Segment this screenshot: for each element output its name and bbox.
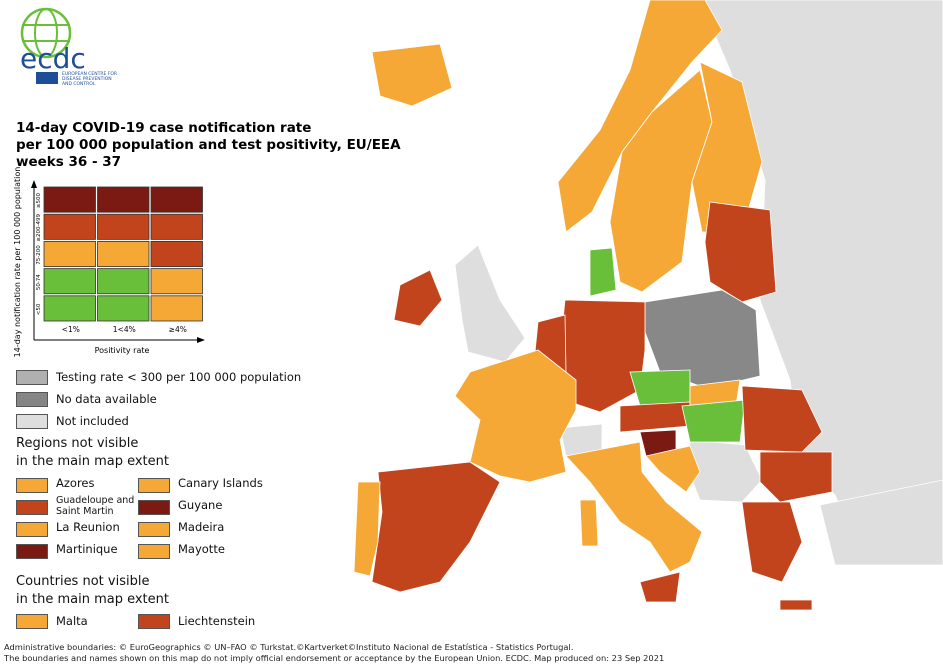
legend-swatch — [16, 614, 48, 629]
matrix-row-label: <50 — [36, 303, 42, 315]
matrix-cell — [97, 268, 150, 295]
section-title: Countries not visible — [16, 574, 150, 589]
matrix-cell — [97, 186, 150, 213]
matrix-legend: 14-day notification rate per 100 000 pop… — [13, 167, 205, 358]
eu-flag — [36, 72, 58, 84]
legend-label: Liechtenstein — [178, 614, 256, 628]
legend-label: No data available — [56, 392, 157, 406]
legend-label: Azores — [56, 476, 95, 490]
footer: The boundaries and names shown on this m… — [4, 653, 665, 663]
uk — [454, 244, 526, 363]
legend-swatch — [16, 414, 48, 429]
matrix-row-label: ≥500 — [36, 193, 42, 209]
matrix-cell — [97, 213, 150, 240]
legend-label: Testing rate < 300 per 100 000 populatio… — [56, 370, 302, 384]
legend-swatch — [16, 544, 48, 559]
legend-swatch — [16, 392, 48, 407]
matrix-cell — [150, 213, 203, 240]
matrix-cell — [150, 295, 203, 322]
legend-label: Not included — [56, 414, 129, 428]
matrix-row-label: ≥200-499 — [36, 214, 42, 242]
legend-swatch — [16, 478, 48, 493]
legend-swatch — [138, 478, 170, 493]
arrowhead — [197, 337, 205, 343]
matrix-cell — [150, 268, 203, 295]
sardinia — [579, 499, 599, 547]
denmark — [589, 247, 617, 297]
matrix-cell — [97, 295, 150, 322]
legend-swatch — [138, 500, 170, 515]
legend-label: La Reunion — [56, 520, 120, 534]
matrix-cell — [43, 268, 96, 295]
baltics — [704, 201, 777, 303]
section-title: in the main map extent — [16, 592, 169, 607]
matrix-row-label: 50-74 — [36, 274, 42, 290]
legend-label: Canary Islands — [178, 476, 263, 490]
matrix-cell — [43, 240, 96, 267]
logo-meridian — [34, 8, 58, 58]
title: weeks 36 - 37 — [16, 154, 122, 170]
logo-subtitle: DISEASE PREVENTION — [62, 76, 112, 82]
legend-label: Guyane — [178, 498, 223, 512]
austria — [619, 401, 691, 433]
croatia — [645, 445, 701, 493]
legend-label: Madeira — [178, 520, 225, 534]
legend-swatch — [138, 614, 170, 629]
matrix-col-label: <1% — [62, 325, 80, 334]
matrix-y-label: 14-day notification rate per 100 000 pop… — [13, 167, 22, 358]
crete — [779, 599, 813, 611]
title: 14-day COVID-19 case notification rate — [16, 120, 312, 136]
legend-label: Malta — [56, 614, 88, 628]
legend-swatch — [16, 370, 48, 385]
matrix-cell — [43, 295, 96, 322]
spain — [371, 461, 501, 593]
logo-subtitle: AND CONTROL — [62, 81, 96, 87]
logo-name: ecdc — [20, 42, 86, 75]
france — [454, 349, 577, 483]
matrix-col-label: 1<4% — [113, 325, 136, 334]
legend-label: Martinique — [56, 542, 118, 556]
matrix-cell — [43, 186, 96, 213]
logo-subtitle: EUROPEAN CENTRE FOR — [62, 71, 117, 77]
legend-label: Guadeloupe and Saint Martin — [56, 495, 135, 517]
norway — [557, 0, 723, 233]
arrowhead — [31, 180, 37, 188]
legend-swatch — [138, 522, 170, 537]
title: per 100 000 population and test positivi… — [16, 137, 401, 153]
bulgaria — [759, 451, 833, 503]
iceland — [371, 43, 453, 107]
ireland — [393, 269, 443, 327]
romania — [741, 385, 823, 453]
legend-label: Mayotte — [178, 542, 225, 556]
greece — [741, 501, 803, 583]
sweden — [609, 69, 713, 293]
italy — [565, 441, 703, 573]
matrix-x-label: Positivity rate — [95, 346, 150, 355]
logo: ecdc EUROPEAN CENTRE FOR DISEASE PREVENT… — [20, 7, 117, 87]
portugal — [353, 481, 381, 577]
matrix-cell — [150, 240, 203, 267]
matrix-cell — [43, 213, 96, 240]
section-title: Regions not visible — [16, 436, 139, 451]
matrix-col-label: ≥4% — [169, 325, 187, 334]
legend-swatch — [138, 544, 170, 559]
czechia — [629, 369, 691, 407]
matrix-cell — [97, 240, 150, 267]
matrix-cell — [150, 186, 203, 213]
legend-swatch — [16, 522, 48, 537]
sicily — [639, 571, 681, 603]
matrix-row-label: 75-200 — [36, 245, 42, 265]
turkey — [819, 479, 943, 566]
footer: Administrative boundaries: © EuroGeograp… — [4, 642, 574, 652]
section-title: in the main map extent — [16, 454, 169, 469]
hungary — [681, 399, 746, 443]
legend-swatch — [16, 500, 48, 515]
